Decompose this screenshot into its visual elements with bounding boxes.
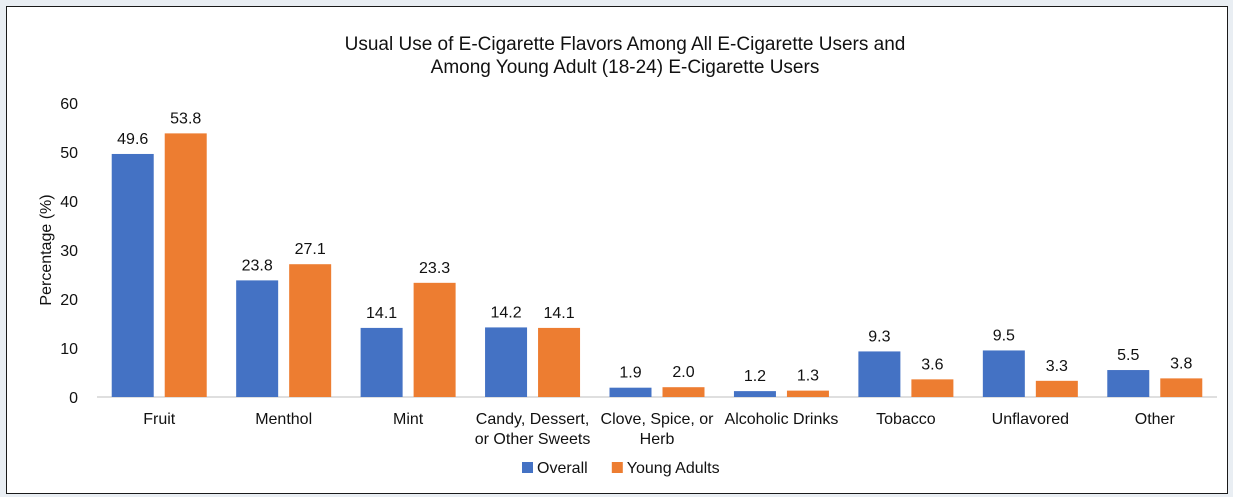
bar-young-adults xyxy=(786,390,829,397)
data-label: 9.5 xyxy=(993,327,1015,344)
data-label: 5.5 xyxy=(1117,347,1139,364)
data-label: 14.2 xyxy=(490,304,521,321)
bar-young-adults xyxy=(911,379,954,397)
x-category-label: Menthol xyxy=(255,411,312,428)
x-category-label: Alcoholic Drinks xyxy=(725,411,839,428)
data-label: 23.8 xyxy=(242,257,273,274)
chart-frame: Usual Use of E-Cigarette Flavors Among A… xyxy=(6,6,1228,494)
data-label: 23.3 xyxy=(419,260,450,277)
legend-swatch xyxy=(611,462,623,473)
bar-overall xyxy=(485,327,528,397)
data-label: 27.1 xyxy=(295,241,326,258)
bar-young-adults xyxy=(538,327,581,397)
legend-label: Overall xyxy=(537,460,588,477)
x-category-label: or Other Sweets xyxy=(475,431,591,448)
y-tick-label: 10 xyxy=(60,341,78,358)
x-category-label: Candy, Dessert, xyxy=(476,411,590,428)
bar-young-adults xyxy=(1035,380,1078,397)
bar-overall xyxy=(982,350,1025,397)
bar-overall xyxy=(733,391,776,397)
y-tick-label: 20 xyxy=(60,292,78,309)
data-label: 3.6 xyxy=(921,356,943,373)
bar-overall xyxy=(609,387,652,397)
x-category-label: Fruit xyxy=(143,411,176,428)
bar-young-adults xyxy=(1160,378,1203,397)
x-category-label: Tobacco xyxy=(876,411,936,428)
y-axis-label: Percentage (%) xyxy=(38,194,55,305)
data-label: 53.8 xyxy=(170,110,201,127)
y-tick-label: 0 xyxy=(69,390,78,407)
data-label: 2.0 xyxy=(672,364,694,381)
x-category-label: Other xyxy=(1135,411,1176,428)
bar-overall xyxy=(858,351,901,397)
x-category-label: Herb xyxy=(640,431,675,448)
data-label: 1.2 xyxy=(744,368,766,385)
data-label: 3.8 xyxy=(1170,355,1192,372)
chart-title-line: Among Young Adult (18-24) E-Cigarette Us… xyxy=(431,57,820,78)
y-tick-label: 60 xyxy=(60,96,78,113)
y-tick-label: 50 xyxy=(60,145,78,162)
bar-chart: Usual Use of E-Cigarette Flavors Among A… xyxy=(38,34,1217,477)
y-tick-label: 40 xyxy=(60,194,78,211)
legend-label: Young Adults xyxy=(627,460,720,477)
data-label: 14.1 xyxy=(543,305,574,322)
x-category-label: Clove, Spice, or xyxy=(601,411,715,428)
y-tick-label: 30 xyxy=(60,243,78,260)
data-label: 9.3 xyxy=(868,328,890,345)
data-label: 1.3 xyxy=(797,368,819,385)
x-category-label: Unflavored xyxy=(992,411,1069,428)
legend-swatch xyxy=(522,462,533,473)
chart-title-line: Usual Use of E-Cigarette Flavors Among A… xyxy=(345,34,906,55)
data-label: 1.9 xyxy=(619,365,641,382)
bar-young-adults xyxy=(289,264,332,397)
bar-young-adults xyxy=(164,133,207,397)
bar-overall xyxy=(1107,370,1150,397)
data-label: 49.6 xyxy=(117,131,148,148)
bar-young-adults xyxy=(413,282,456,397)
bar-overall xyxy=(360,327,403,397)
x-category-label: Mint xyxy=(393,411,424,428)
data-label: 14.1 xyxy=(366,305,397,322)
bar-overall xyxy=(111,153,154,397)
data-label: 3.3 xyxy=(1046,358,1068,375)
bar-overall xyxy=(236,280,279,397)
bar-young-adults xyxy=(662,387,705,397)
